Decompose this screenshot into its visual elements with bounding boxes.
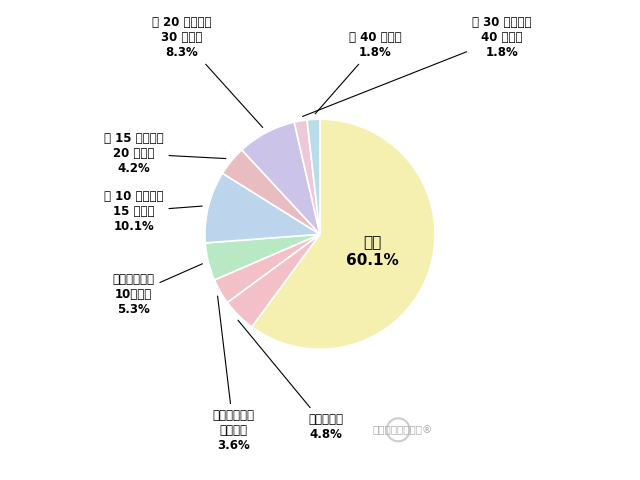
Text: 築３年以上、
５年未満
3.6%: 築３年以上、 ５年未満 3.6% [212, 296, 255, 452]
Wedge shape [227, 234, 320, 327]
Text: 築 15 年以上、
20 年未満
4.2%: 築 15 年以上、 20 年未満 4.2% [104, 132, 226, 175]
Text: 新築
60.1%: 新築 60.1% [346, 235, 399, 268]
Wedge shape [205, 173, 320, 243]
Text: 築 20 年以上、
30 年未満
8.3%: 築 20 年以上、 30 年未満 8.3% [152, 16, 262, 128]
Text: 築３年未満
4.8%: 築３年未満 4.8% [238, 320, 343, 441]
Text: 築 10 年以上、
15 年未満
10.1%: 築 10 年以上、 15 年未満 10.1% [104, 190, 202, 233]
Wedge shape [252, 119, 435, 349]
Wedge shape [307, 119, 320, 234]
Text: 築５年以上、
10年未満
5.3%: 築５年以上、 10年未満 5.3% [113, 264, 202, 315]
Text: 築 40 年以上
1.8%: 築 40 年以上 1.8% [315, 31, 401, 114]
Wedge shape [223, 150, 320, 234]
Wedge shape [214, 234, 320, 302]
Text: マネーゴーランド®: マネーゴーランド® [372, 425, 433, 435]
Wedge shape [205, 234, 320, 280]
Wedge shape [242, 122, 320, 234]
Text: 築 30 年以上、
40 年未満
1.8%: 築 30 年以上、 40 年未満 1.8% [303, 16, 531, 117]
Wedge shape [294, 120, 320, 234]
